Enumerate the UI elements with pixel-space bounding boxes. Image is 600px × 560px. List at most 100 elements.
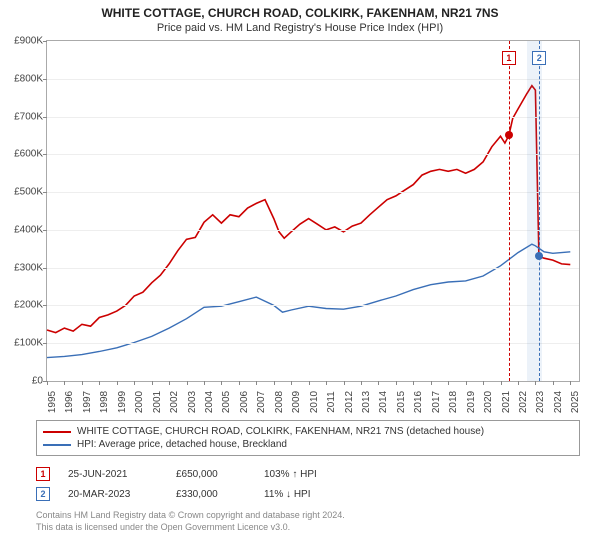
ytick-label: £100K (3, 338, 43, 349)
xtick-mark (553, 381, 554, 385)
ytick-label: £600K (3, 149, 43, 160)
legend-label: WHITE COTTAGE, CHURCH ROAD, COLKIRK, FAK… (77, 426, 484, 437)
xtick-label: 2022 (518, 391, 529, 413)
xtick-label: 2021 (501, 391, 512, 413)
xtick-label: 1999 (117, 391, 128, 413)
ytick-label: £700K (3, 111, 43, 122)
xtick-label: 2006 (239, 391, 250, 413)
legend-row: HPI: Average price, detached house, Brec… (43, 438, 573, 451)
xtick-mark (570, 381, 571, 385)
xtick-label: 2007 (256, 391, 267, 413)
xtick-label: 2015 (396, 391, 407, 413)
xtick-mark (448, 381, 449, 385)
legend-row: WHITE COTTAGE, CHURCH ROAD, COLKIRK, FAK… (43, 425, 573, 438)
xtick-mark (82, 381, 83, 385)
gridline (47, 343, 579, 344)
gridline (47, 230, 579, 231)
xtick-label: 2020 (483, 391, 494, 413)
xtick-mark (187, 381, 188, 385)
xtick-label: 2011 (326, 391, 337, 413)
ytick-mark (43, 41, 47, 42)
xtick-label: 2009 (291, 391, 302, 413)
transaction-table: 125-JUN-2021£650,000103% ↑ HPI220-MAR-20… (36, 464, 580, 504)
sale-dot (505, 131, 513, 139)
xtick-mark (483, 381, 484, 385)
xtick-label: 2025 (570, 391, 581, 413)
xtick-mark (64, 381, 65, 385)
legend-box: WHITE COTTAGE, CHURCH ROAD, COLKIRK, FAK… (36, 420, 580, 456)
series-line (47, 86, 570, 333)
transaction-marker: 1 (36, 467, 50, 481)
xtick-mark (396, 381, 397, 385)
xtick-label: 2008 (274, 391, 285, 413)
xtick-mark (221, 381, 222, 385)
event-vline (509, 41, 510, 381)
xtick-label: 2010 (309, 391, 320, 413)
xtick-mark (274, 381, 275, 385)
price-chart: £0£100K£200K£300K£400K£500K£600K£700K£80… (46, 40, 580, 382)
gridline (47, 192, 579, 193)
xtick-mark (518, 381, 519, 385)
xtick-mark (256, 381, 257, 385)
xtick-label: 2019 (466, 391, 477, 413)
xtick-mark (169, 381, 170, 385)
xtick-label: 2013 (361, 391, 372, 413)
transaction-date: 20-MAR-2023 (68, 489, 158, 500)
xtick-label: 2017 (431, 391, 442, 413)
xtick-label: 2002 (169, 391, 180, 413)
transaction-pct: 103% ↑ HPI (264, 469, 317, 480)
xtick-mark (361, 381, 362, 385)
page-title: WHITE COTTAGE, CHURCH ROAD, COLKIRK, FAK… (10, 6, 590, 20)
xtick-label: 1995 (47, 391, 58, 413)
gridline (47, 117, 579, 118)
footnote-line: Contains HM Land Registry data © Crown c… (36, 510, 580, 522)
event-marker: 1 (502, 51, 516, 65)
xtick-label: 2000 (134, 391, 145, 413)
chart-lines (47, 41, 579, 381)
transaction-pct: 11% ↓ HPI (264, 489, 311, 500)
xtick-label: 2005 (221, 391, 232, 413)
ytick-mark (43, 230, 47, 231)
xtick-label: 2014 (378, 391, 389, 413)
xtick-label: 2024 (553, 391, 564, 413)
footnote: Contains HM Land Registry data © Crown c… (36, 510, 580, 533)
xtick-mark (309, 381, 310, 385)
transaction-marker: 2 (36, 487, 50, 501)
series-line (47, 244, 570, 357)
ytick-label: £0 (3, 376, 43, 387)
xtick-mark (239, 381, 240, 385)
ytick-mark (43, 268, 47, 269)
ytick-label: £900K (3, 36, 43, 47)
ytick-mark (43, 343, 47, 344)
footnote-line: This data is licensed under the Open Gov… (36, 522, 580, 534)
ytick-mark (43, 192, 47, 193)
ytick-mark (43, 305, 47, 306)
xtick-mark (326, 381, 327, 385)
xtick-label: 1996 (64, 391, 75, 413)
ytick-mark (43, 79, 47, 80)
xtick-mark (99, 381, 100, 385)
xtick-mark (134, 381, 135, 385)
event-vline (539, 41, 540, 381)
ytick-label: £200K (3, 300, 43, 311)
transaction-price: £330,000 (176, 489, 246, 500)
xtick-mark (535, 381, 536, 385)
xtick-mark (413, 381, 414, 385)
xtick-label: 1997 (82, 391, 93, 413)
xtick-mark (344, 381, 345, 385)
xtick-label: 2001 (152, 391, 163, 413)
xtick-mark (501, 381, 502, 385)
legend-swatch (43, 444, 71, 446)
xtick-label: 2004 (204, 391, 215, 413)
xtick-label: 2016 (413, 391, 424, 413)
event-marker: 2 (532, 51, 546, 65)
legend-label: HPI: Average price, detached house, Brec… (77, 439, 287, 450)
xtick-label: 2023 (535, 391, 546, 413)
xtick-mark (466, 381, 467, 385)
ytick-label: £400K (3, 224, 43, 235)
transaction-date: 25-JUN-2021 (68, 469, 158, 480)
sale-dot (535, 252, 543, 260)
xtick-mark (291, 381, 292, 385)
xtick-mark (117, 381, 118, 385)
xtick-mark (378, 381, 379, 385)
